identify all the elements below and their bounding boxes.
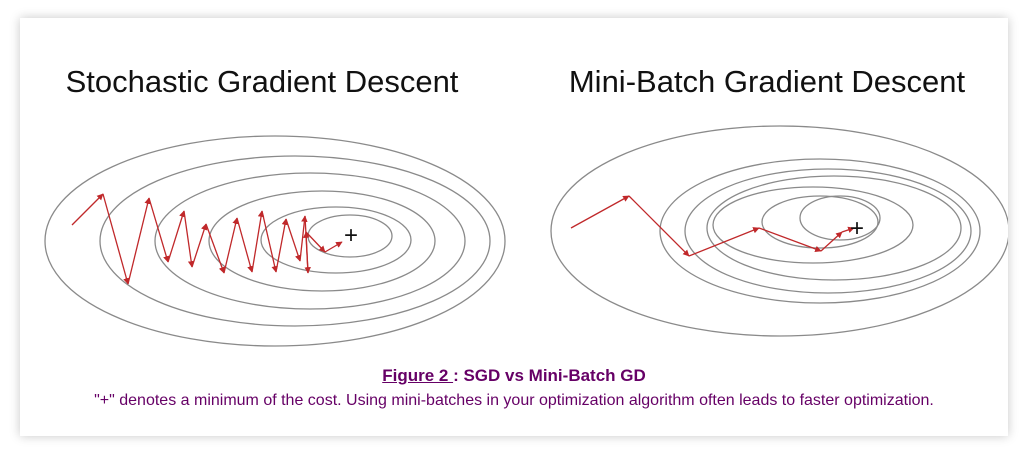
sgd-step-arrow <box>205 223 226 274</box>
sgd-step-arrow <box>324 241 343 253</box>
contour-ring <box>208 190 436 292</box>
minibatch-path <box>570 195 855 257</box>
sgd-step-arrow <box>303 231 310 274</box>
sgd-step-arrow <box>223 217 239 274</box>
minibatch-step-arrow <box>758 227 822 253</box>
contour-ring <box>99 155 491 327</box>
contour-ring <box>260 206 412 274</box>
contour-ring <box>684 168 972 294</box>
minibatch-step-arrow <box>628 195 690 257</box>
sgd-step-arrow <box>285 218 302 262</box>
sgd-title: Stochastic Gradient Descent <box>66 64 459 99</box>
sgd-step-arrow <box>275 218 289 273</box>
figure-caption-title: Figure 2 : SGD vs Mini-Batch GD <box>20 366 1008 386</box>
minibatch-step-arrow <box>688 227 760 257</box>
minibatch-minimum-marker: + <box>850 215 864 242</box>
contour-ring <box>712 186 914 264</box>
figure-diagram: Stochastic Gradient Descent <box>44 64 1008 347</box>
sgd-minimum-marker: + <box>344 222 358 249</box>
sgd-step-arrow <box>167 210 186 263</box>
minibatch-contours <box>550 125 1008 337</box>
figure-card: Stochastic Gradient Descent <box>20 18 1008 436</box>
sgd-step-arrow <box>71 193 104 226</box>
figure-description: "+" denotes a minimum of the cost. Using… <box>94 392 934 409</box>
minibatch-step-arrow <box>841 226 855 233</box>
sgd-step-arrow <box>305 231 326 253</box>
contour-ring <box>706 175 962 281</box>
minibatch-step-arrow <box>570 195 630 229</box>
contour-ring <box>44 135 506 347</box>
minibatch-step-arrow <box>820 231 843 252</box>
sgd-step-arrow <box>299 215 308 262</box>
sgd-step-arrow <box>127 197 151 285</box>
minibatch-panel: Mini-Batch Gradient Descent + <box>550 64 1008 337</box>
figure-title: SGD vs Mini-Batch GD <box>463 366 646 385</box>
sgd-step-arrow <box>251 210 265 273</box>
caption-separator: : <box>453 366 464 385</box>
sgd-panel: Stochastic Gradient Descent <box>44 64 506 347</box>
minibatch-title: Mini-Batch Gradient Descent <box>569 64 966 99</box>
sgd-step-arrow <box>183 210 195 268</box>
contour-ring <box>550 125 1008 337</box>
sgd-step-arrow <box>236 217 254 273</box>
contour-ring <box>659 158 981 304</box>
figure-label: Figure 2 <box>382 366 454 385</box>
sgd-step-arrow <box>191 223 208 268</box>
sgd-path <box>71 193 343 285</box>
sgd-step-arrow <box>261 210 278 273</box>
contour-ring <box>799 195 881 241</box>
sgd-contours <box>44 135 506 347</box>
sgd-step-arrow <box>102 193 130 285</box>
contour-ring <box>154 172 466 310</box>
sgd-step-arrow <box>148 197 170 263</box>
